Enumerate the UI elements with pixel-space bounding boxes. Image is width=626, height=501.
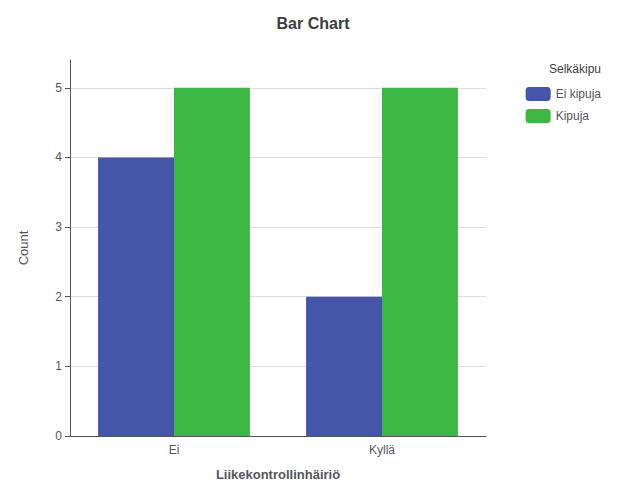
svg-text:Selkäkipu: Selkäkipu (549, 62, 601, 76)
svg-text:Kyllä: Kyllä (369, 443, 395, 457)
svg-text:Bar Chart: Bar Chart (277, 15, 351, 32)
svg-text:Count: Count (16, 230, 31, 265)
svg-text:0: 0 (55, 429, 62, 443)
svg-text:Kipuja: Kipuja (556, 109, 590, 123)
svg-text:Liikekontrollinhäiriö: Liikekontrollinhäiriö (216, 467, 340, 482)
svg-text:1: 1 (55, 359, 62, 373)
svg-text:2: 2 (55, 290, 62, 304)
svg-text:3: 3 (55, 220, 62, 234)
svg-text:5: 5 (55, 81, 62, 95)
svg-text:Ei: Ei (169, 443, 180, 457)
svg-text:Ei kipuja: Ei kipuja (556, 87, 602, 101)
svg-text:4: 4 (55, 150, 62, 164)
